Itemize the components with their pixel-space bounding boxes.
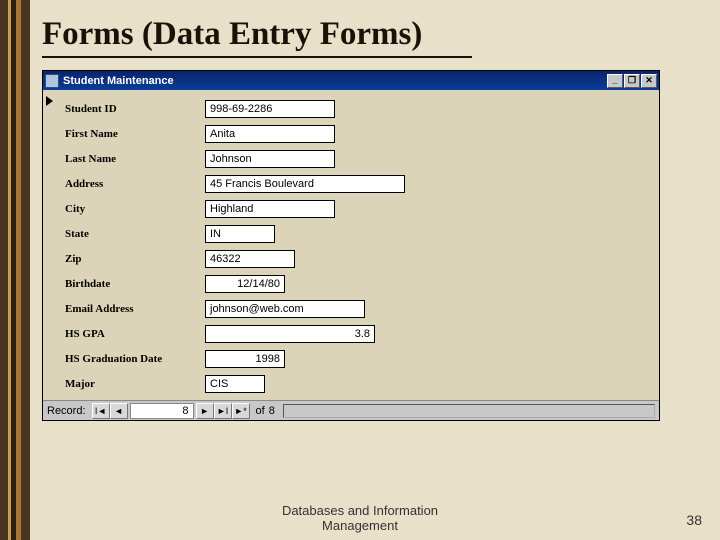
field-row-major: Major CIS — [47, 371, 655, 396]
form-window: Student Maintenance _ ❐ ✕ Student ID 998… — [42, 70, 660, 421]
label-birthdate: Birthdate — [65, 278, 205, 290]
label-last-name: Last Name — [65, 153, 205, 165]
field-row-birthdate: Birthdate 12/14/80 — [47, 271, 655, 296]
footer-line-2: Management — [322, 518, 398, 533]
label-student-id: Student ID — [65, 103, 205, 115]
nav-last-button[interactable]: ►I — [214, 403, 232, 419]
field-row-zip: Zip 46322 — [47, 246, 655, 271]
input-email[interactable]: johnson@web.com — [205, 300, 365, 318]
input-city[interactable]: Highland — [205, 200, 335, 218]
form-body: Student ID 998-69-2286 First Name Anita … — [43, 90, 659, 400]
input-grad-date[interactable]: 1998 — [205, 350, 285, 368]
label-address: Address — [65, 178, 205, 190]
page-title: Forms (Data Entry Forms) — [42, 16, 422, 53]
field-row-student-id: Student ID 998-69-2286 — [47, 96, 655, 121]
nav-of-label: of — [256, 405, 265, 417]
label-gpa: HS GPA — [65, 328, 205, 340]
input-state[interactable]: IN — [205, 225, 275, 243]
minimize-button[interactable]: _ — [607, 74, 623, 88]
footer-line-1: Databases and Information — [282, 503, 438, 518]
input-first-name[interactable]: Anita — [205, 125, 335, 143]
label-state: State — [65, 228, 205, 240]
label-city: City — [65, 203, 205, 215]
slide-footer: Databases and Information Management — [0, 503, 720, 534]
input-major[interactable]: CIS — [205, 375, 265, 393]
field-row-address: Address 45 Francis Boulevard — [47, 171, 655, 196]
nav-first-button[interactable]: I◄ — [92, 403, 110, 419]
label-major: Major — [65, 378, 205, 390]
decorative-stripes — [0, 0, 30, 540]
field-row-email: Email Address johnson@web.com — [47, 296, 655, 321]
nav-prev-button[interactable]: ◄ — [110, 403, 128, 419]
field-row-last-name: Last Name Johnson — [47, 146, 655, 171]
label-first-name: First Name — [65, 128, 205, 140]
input-zip[interactable]: 46322 — [205, 250, 295, 268]
record-nav-bar: Record: I◄ ◄ 8 ► ►I ►* of 8 — [43, 400, 659, 420]
input-address[interactable]: 45 Francis Boulevard — [205, 175, 405, 193]
field-row-city: City Highland — [47, 196, 655, 221]
field-row-gpa: HS GPA 3.8 — [47, 321, 655, 346]
nav-record-number[interactable]: 8 — [130, 403, 194, 419]
label-email: Email Address — [65, 303, 205, 315]
page-number: 38 — [686, 512, 702, 528]
nav-next-button[interactable]: ► — [196, 403, 214, 419]
input-last-name[interactable]: Johnson — [205, 150, 335, 168]
nav-total: 8 — [269, 405, 275, 417]
form-icon — [45, 74, 59, 88]
field-row-first-name: First Name Anita — [47, 121, 655, 146]
slide-container: Forms (Data Entry Forms) Student Mainten… — [0, 0, 720, 540]
input-student-id[interactable]: 998-69-2286 — [205, 100, 335, 118]
input-gpa[interactable]: 3.8 — [205, 325, 375, 343]
nav-new-button[interactable]: ►* — [232, 403, 250, 419]
label-zip: Zip — [65, 253, 205, 265]
window-titlebar[interactable]: Student Maintenance _ ❐ ✕ — [43, 71, 659, 90]
nav-label: Record: — [47, 405, 86, 417]
restore-button[interactable]: ❐ — [624, 74, 640, 88]
record-selector-icon[interactable] — [46, 96, 53, 106]
field-row-state: State IN — [47, 221, 655, 246]
label-grad-date: HS Graduation Date — [65, 353, 205, 365]
field-row-grad-date: HS Graduation Date 1998 — [47, 346, 655, 371]
title-underline — [42, 56, 472, 58]
window-title: Student Maintenance — [63, 75, 607, 87]
nav-spacer — [283, 404, 655, 418]
input-birthdate[interactable]: 12/14/80 — [205, 275, 285, 293]
close-button[interactable]: ✕ — [641, 74, 657, 88]
